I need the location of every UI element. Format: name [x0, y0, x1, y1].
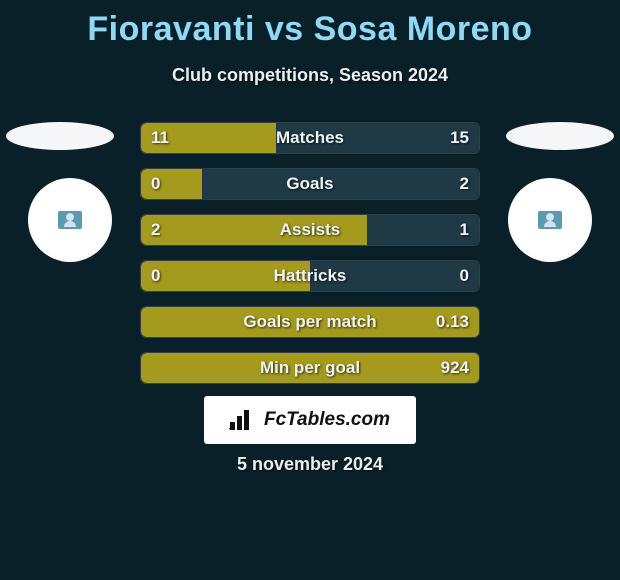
right-ellipse-decoration [506, 122, 614, 150]
stat-bar-left-value: 2 [151, 220, 160, 240]
stat-bar-right-value: 0.13 [436, 312, 469, 332]
left-ellipse-decoration [6, 122, 114, 150]
brand-chart-icon [230, 410, 258, 430]
avatar-placeholder-icon [58, 211, 82, 229]
stat-bar-row: Hattricks0 0 [140, 260, 480, 292]
avatar-placeholder-icon [538, 211, 562, 229]
stat-bar-left-value: 0 [151, 266, 160, 286]
stat-bar-row: Assists2 1 [140, 214, 480, 246]
stat-bar-right-value: 15 [450, 128, 469, 148]
stat-bar-right-value: 2 [460, 174, 469, 194]
stat-bar-right-value: 1 [460, 220, 469, 240]
comparison-title: Fioravanti vs Sosa Moreno [0, 0, 620, 49]
stat-bars-container: Matches1115Goals02Assists21Hattricks00Go… [140, 122, 480, 398]
stat-bar-left-value: 0 [151, 174, 160, 194]
stat-bar-right-value: 0 [460, 266, 469, 286]
brand-badge: FcTables.com [204, 396, 416, 444]
stat-bar-row: Goals per match0.13 [140, 306, 480, 338]
stat-bar-label: Assists [141, 220, 479, 240]
stat-bar-label: Goals per match [141, 312, 479, 332]
comparison-subtitle: Club competitions, Season 2024 [0, 65, 620, 86]
stat-bar-right-value: 924 [441, 358, 469, 378]
stat-bar-label: Hattricks [141, 266, 479, 286]
comparison-date: 5 november 2024 [0, 454, 620, 475]
stat-bar-row: Goals0 2 [140, 168, 480, 200]
player-right-avatar [508, 178, 592, 262]
stat-bar-label: Min per goal [141, 358, 479, 378]
player-left-avatar [28, 178, 112, 262]
stat-bar-left-value: 11 [151, 128, 169, 148]
stat-bar-label: Goals [141, 174, 479, 194]
stat-bar-row: Min per goal924 [140, 352, 480, 384]
stat-bar-row: Matches11 15 [140, 122, 480, 154]
stat-bar-label: Matches [141, 128, 479, 148]
brand-text: FcTables.com [264, 409, 390, 431]
